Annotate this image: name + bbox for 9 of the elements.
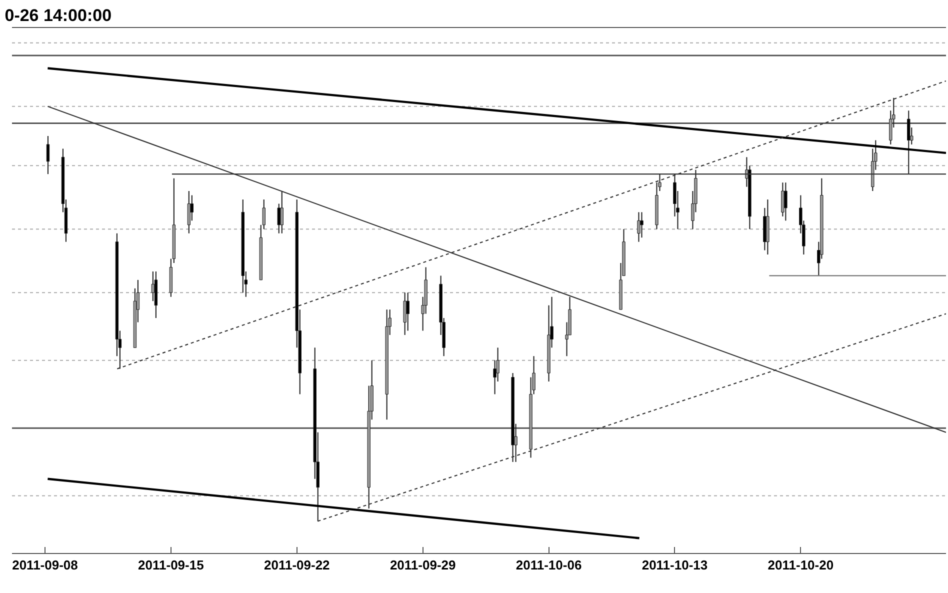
x-tick-label: 2011-10-13 [642, 558, 708, 573]
x-tick-label: 2011-10-20 [768, 558, 834, 573]
x-tick-label: 2011-09-22 [264, 558, 330, 573]
chart-title: 0-26 14:00:00 [4, 6, 112, 25]
x-tick-label: 2011-09-08 [12, 558, 78, 573]
x-tick-label: 2011-09-15 [138, 558, 204, 573]
x-tick-label: 2011-10-06 [516, 558, 582, 573]
x-tick-label: 2011-09-29 [390, 558, 456, 573]
candlestick [640, 212, 644, 238]
